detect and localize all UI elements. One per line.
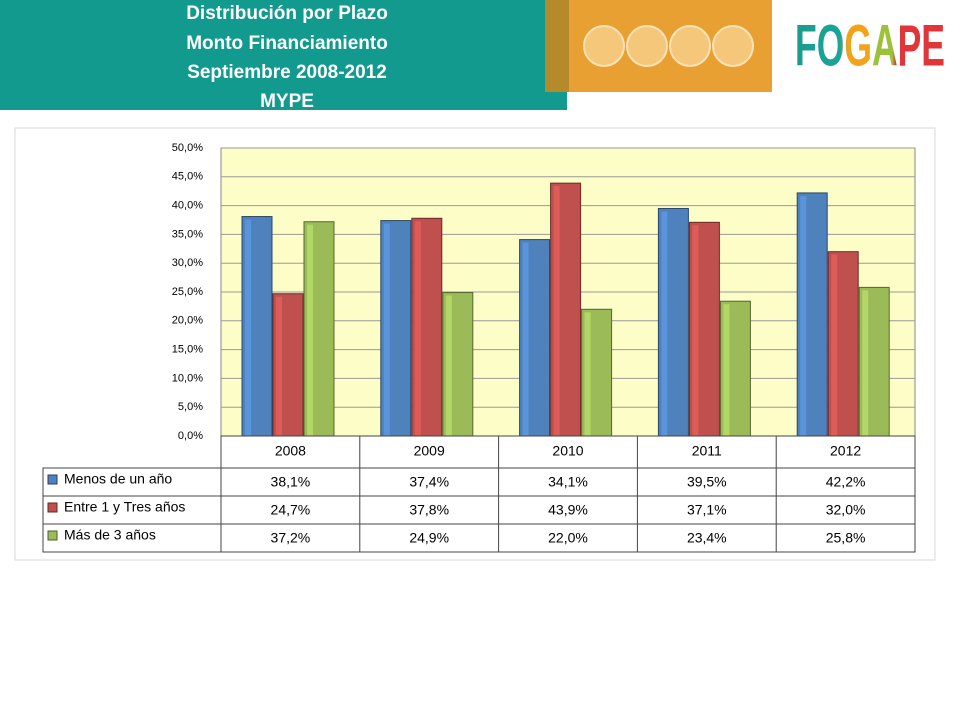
table-frame [220, 435, 916, 553]
bar-highlight [723, 304, 730, 436]
data-label: 38,1% [271, 474, 311, 490]
title: Distribución por Plazo Monto Financiamie… [186, 3, 388, 112]
y-tick-label: 20,0% [172, 315, 203, 327]
data-label: 34,1% [548, 474, 588, 490]
data-label: 23,4% [687, 530, 727, 546]
y-tick-label: 25,0% [172, 286, 203, 298]
bar-highlight [862, 290, 869, 436]
y-tick-label: 5,0% [178, 401, 203, 413]
y-tick-label: 15,0% [172, 344, 203, 356]
data-label: 37,8% [409, 502, 449, 518]
x-tick-label: 2010 [552, 443, 583, 459]
data-label: 37,1% [687, 502, 727, 518]
bar-highlight [414, 221, 421, 436]
logo: FOGAPE [795, 13, 945, 78]
icons [583, 25, 754, 67]
title-line: Septiembre 2008-2012 [187, 62, 387, 83]
y-tick-label: 0,0% [178, 430, 203, 442]
data-label: 24,7% [271, 502, 311, 518]
data-label: 37,4% [409, 474, 449, 490]
bar-highlight [383, 223, 390, 436]
data-label: 37,2% [271, 530, 311, 546]
y-tick-label: 35,0% [172, 228, 203, 240]
bar-highlight [692, 225, 699, 436]
x-tick-label: 2009 [414, 443, 445, 459]
title-line: MYPE [260, 91, 314, 112]
data-label: 42,2% [826, 474, 866, 490]
x-tick-label: 2012 [830, 443, 861, 459]
data-label: 24,9% [409, 530, 449, 546]
legend-label: Entre 1 y Tres años [64, 499, 185, 515]
bar-highlight [245, 219, 251, 436]
title-line: Monto Financiamiento [186, 33, 388, 54]
legend-key [47, 502, 58, 513]
data-label: 43,9% [548, 502, 588, 518]
y-tick-label: 50,0% [172, 142, 203, 154]
bar-highlight [522, 242, 529, 436]
data-label: 22,0% [548, 530, 588, 546]
bar-highlight [276, 296, 282, 436]
chart: 0,0% 5,0% 10,0% 15,0% 20,0% 25,0% 30,0% 35,0% 40… [42, 142, 916, 553]
y-tick-label: 30,0% [172, 257, 203, 269]
title-line: Distribución por Plazo [186, 3, 388, 24]
bar-highlight [800, 195, 807, 436]
header-band [0, 0, 567, 110]
data-label: 32,0% [826, 502, 866, 518]
bar-highlight [831, 254, 838, 436]
bar-highlight [553, 186, 560, 436]
legend-key [47, 530, 58, 541]
y-tick-label: 40,0% [172, 200, 203, 212]
y-tick-label: 10,0% [172, 372, 203, 384]
bar-highlight [661, 211, 668, 436]
bar-highlight [307, 224, 313, 436]
legend-label: Menos de un año [64, 471, 172, 487]
y-tick-label: 45,0% [172, 171, 203, 183]
legend-key [47, 474, 58, 485]
x-tick-label: 2011 [692, 443, 722, 459]
icon-band-edge [545, 0, 569, 92]
data-label: 39,5% [687, 474, 727, 490]
x-tick-label: 2008 [275, 443, 306, 459]
data-label: 25,8% [826, 530, 866, 546]
legend-label: Más de 3 años [64, 527, 156, 543]
bar-highlight [445, 295, 452, 436]
bar-highlight [584, 312, 591, 436]
